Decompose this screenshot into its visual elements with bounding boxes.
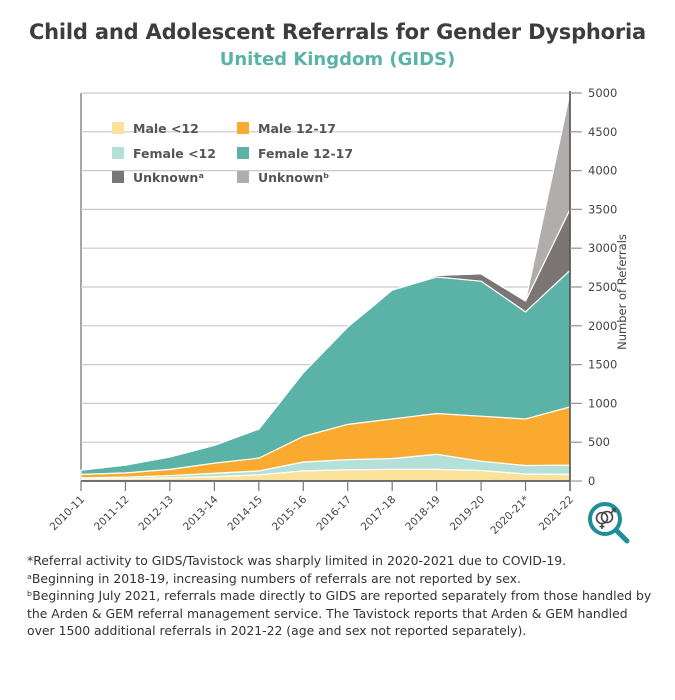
chart-subtitle: United Kingdom (GIDS) bbox=[219, 49, 456, 70]
x-tick-label: 2018-19 bbox=[403, 494, 443, 534]
x-tick-label: 2015-16 bbox=[270, 493, 310, 533]
legend-label: Male 12-17 bbox=[258, 121, 336, 136]
y-tick-label: 5000 bbox=[588, 86, 617, 100]
x-tick-label: 2021-22 bbox=[537, 494, 577, 534]
footnote-a: ᵃBeginning in 2018-19, increasing number… bbox=[27, 570, 521, 586]
legend-swatch bbox=[112, 171, 124, 183]
legend-label: Unknownᵃ bbox=[133, 170, 204, 185]
footnote-covid: *Referral activity to GIDS/Tavistock was… bbox=[27, 553, 567, 568]
legend-swatch bbox=[112, 147, 124, 159]
y-tick-label: 3000 bbox=[588, 241, 617, 255]
y-tick-label: 2000 bbox=[588, 319, 617, 333]
gender-magnifier-icon bbox=[584, 498, 634, 548]
y-tick-label: 4000 bbox=[588, 164, 617, 178]
y-axis-label: Number of Referrals bbox=[615, 234, 629, 350]
x-tick-label: 2013-14 bbox=[181, 493, 221, 533]
x-tick-label: 2011-12 bbox=[92, 494, 132, 534]
legend-swatch bbox=[237, 147, 249, 159]
legend-label: Female <12 bbox=[133, 146, 216, 161]
y-tick-label: 1500 bbox=[588, 358, 617, 372]
x-tick-label: 2016-17 bbox=[314, 494, 354, 534]
y-tick-label: 1000 bbox=[588, 396, 617, 410]
x-tick-label: 2014-15 bbox=[225, 494, 265, 534]
x-tick-label: 2020-21* bbox=[488, 494, 531, 537]
chart-title: Child and Adolescent Referrals for Gende… bbox=[28, 20, 647, 44]
y-tick-label: 4500 bbox=[588, 125, 617, 139]
legend-label: Unknownᵇ bbox=[258, 170, 329, 185]
x-tick-label: 2017-18 bbox=[359, 494, 399, 534]
footnotes: *Referral activity to GIDS/Tavistock was… bbox=[27, 552, 657, 640]
y-tick-label: 2500 bbox=[588, 280, 617, 294]
y-tick-label: 0 bbox=[588, 474, 595, 488]
footnote-b: ᵇBeginning July 2021, referrals made dir… bbox=[27, 588, 652, 638]
legend-label: Female 12-17 bbox=[258, 146, 353, 161]
y-tick-label: 3500 bbox=[588, 202, 617, 216]
legend-label: Male <12 bbox=[133, 121, 199, 136]
legend-swatch bbox=[112, 122, 124, 134]
stacked-area-chart: 0 500 1000 1500 2000 2500 3000 3500 4000 4500 5000… bbox=[48, 86, 629, 537]
x-tick-label: 2010-11 bbox=[48, 494, 88, 534]
legend-swatch bbox=[237, 122, 249, 134]
y-tick-label: 500 bbox=[588, 435, 610, 449]
legend-swatch bbox=[237, 171, 249, 183]
x-tick-label: 2012-13 bbox=[137, 494, 177, 534]
x-tick-label: 2019-20 bbox=[448, 494, 488, 534]
